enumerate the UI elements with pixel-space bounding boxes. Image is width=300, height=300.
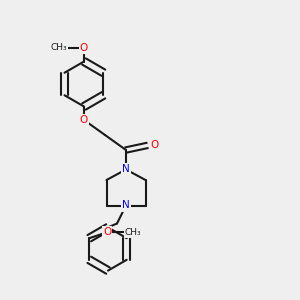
Text: O: O (80, 115, 88, 125)
Text: N: N (122, 164, 130, 175)
Text: O: O (150, 140, 159, 151)
Text: O: O (103, 227, 111, 237)
Text: CH₃: CH₃ (50, 44, 67, 52)
Text: O: O (80, 43, 88, 53)
Text: N: N (122, 200, 130, 211)
Text: CH₃: CH₃ (124, 228, 141, 237)
